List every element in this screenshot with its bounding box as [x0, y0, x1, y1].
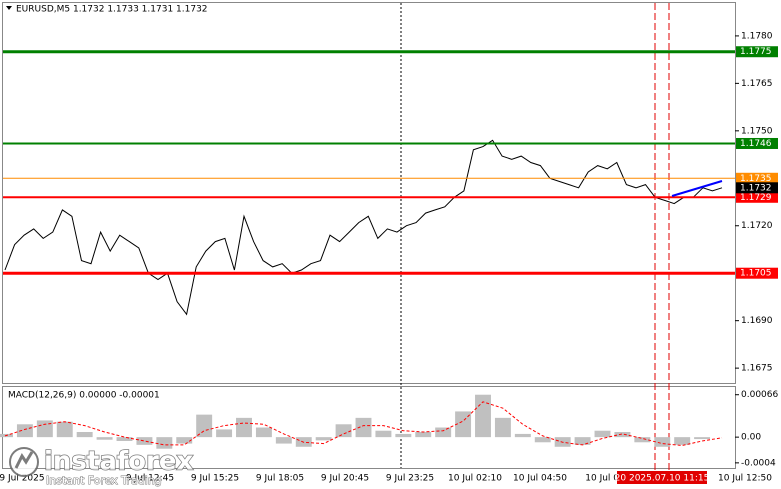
time-label: 9 Jul 15:25	[191, 474, 239, 484]
watermark-tagline: Instant Forex Trading	[46, 474, 162, 487]
macd-bar	[255, 427, 272, 438]
macd-bar	[236, 417, 252, 438]
time-label: 9 Jul 20:45	[321, 474, 369, 484]
macd-bar	[216, 429, 233, 438]
macd-bar	[56, 421, 73, 438]
macd-bar	[176, 437, 193, 444]
price-label-box	[736, 182, 778, 194]
y-tick-label: 1.1690	[741, 316, 773, 326]
time-label: 10 Jul 12:50	[718, 474, 772, 484]
watermark: instaforex Instant Forex Trading	[9, 446, 194, 488]
plot: 1.1780 1.1765 1.1750 1.1720 1.1690 1.1675 1.17…	[0, 31, 778, 484]
macd-bar	[614, 432, 631, 438]
y-tick-label: 1.1780	[741, 31, 773, 41]
macd-bar	[395, 433, 412, 438]
logo-mark	[14, 451, 34, 469]
y-tick-label: 1.1675	[741, 364, 773, 374]
signal-line	[4, 401, 723, 447]
level-label: 1.1735	[740, 174, 772, 184]
macd-panel	[2, 386, 736, 469]
macd-bar	[694, 437, 711, 440]
macd-bar	[654, 437, 671, 447]
time-label: 9 Jul 2025	[0, 474, 45, 484]
level-label-box	[736, 46, 778, 58]
y-tick-label: 1.1720	[741, 221, 773, 231]
level-label-box	[736, 267, 778, 279]
macd-bar	[275, 437, 292, 444]
macd-bar	[455, 411, 472, 438]
y-tick-label: 0.00066	[741, 390, 778, 400]
price-panel	[2, 2, 736, 384]
level-label: 1.1705	[740, 269, 772, 279]
level-label: 1.1775	[740, 47, 772, 57]
macd-bar	[16, 424, 33, 438]
macd-bar	[534, 437, 551, 443]
macd-bar	[594, 430, 611, 438]
macd-bar	[36, 420, 53, 438]
macd-bar	[375, 430, 392, 438]
y-tick-label: 1.1750	[741, 126, 773, 136]
level-label-box	[736, 172, 778, 184]
macd-bar	[315, 437, 332, 441]
time-label: 10 Jul 04:50	[513, 474, 567, 484]
macd-bar	[96, 437, 113, 440]
trend-line	[671, 180, 723, 197]
time-label: 10 Jul 02:10	[448, 474, 502, 484]
y-tick-label: -0.0004	[741, 458, 776, 468]
macd-bar	[494, 417, 511, 438]
macd-bar	[574, 437, 591, 445]
macd-bar	[116, 437, 133, 441]
macd-bar	[156, 437, 173, 449]
price-label: 1.1732	[740, 183, 772, 193]
time-label: 9 Jul 18:05	[256, 474, 304, 484]
chart-title: EURUSD,M5 1.1732 1.1733 1.1731 1.1732	[16, 5, 208, 15]
y-tick-label: 1.1765	[741, 79, 773, 89]
macd-bar	[634, 437, 651, 443]
time-label: 9 Jul 12:45	[126, 474, 174, 484]
time-label: 10 Jul 07	[585, 474, 625, 484]
time-marker-label: 20 2025.07.10 11:15	[615, 474, 710, 484]
level-label: 1.1729	[740, 193, 772, 203]
level-label-box	[736, 191, 778, 203]
macd-bar	[76, 432, 93, 438]
logo	[9, 447, 39, 477]
macd-bar	[196, 414, 213, 438]
price-line	[4, 139, 723, 316]
macd-bar	[415, 432, 432, 438]
time-label: 9 Jul 23:25	[386, 474, 434, 484]
menu-arrow	[6, 6, 12, 10]
macd-bar	[475, 394, 491, 438]
y-tick-label: 0.00	[741, 433, 761, 443]
level-label: 1.1746	[740, 139, 772, 149]
macd-title: MACD(12,26,9) 0.00000 -0.00001	[8, 391, 160, 401]
macd-bar	[435, 427, 452, 438]
level-label-box	[736, 137, 778, 149]
macd-bar	[355, 417, 372, 438]
macd-bar	[136, 437, 153, 445]
macd-bar	[514, 433, 531, 438]
macd-bar	[674, 437, 691, 445]
macd-bar	[335, 424, 352, 438]
time-marker-box	[617, 471, 707, 484]
watermark-brand: instaforex	[44, 447, 194, 477]
